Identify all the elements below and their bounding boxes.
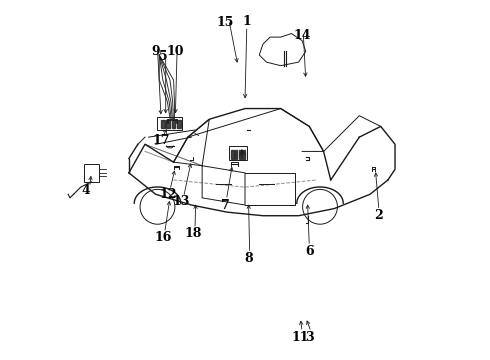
Bar	[177, 120, 181, 128]
Text: 14: 14	[294, 29, 311, 42]
Text: 5: 5	[159, 50, 167, 63]
Bar	[167, 120, 170, 128]
Text: 10: 10	[167, 45, 184, 58]
Bar	[172, 120, 175, 128]
Bar	[84, 164, 98, 182]
Text: 7: 7	[221, 198, 230, 212]
Text: 2: 2	[374, 209, 383, 222]
Text: 13: 13	[172, 195, 190, 208]
Text: 4: 4	[82, 184, 91, 197]
Bar	[231, 150, 234, 158]
Text: 15: 15	[217, 16, 234, 29]
Bar	[229, 146, 247, 160]
Text: 12: 12	[159, 188, 177, 201]
Bar	[157, 117, 182, 130]
Text: 16: 16	[154, 231, 171, 244]
Bar	[242, 150, 245, 158]
Text: 6: 6	[305, 245, 314, 258]
Text: 1: 1	[243, 14, 251, 27]
Text: 3: 3	[305, 331, 314, 344]
Text: 18: 18	[185, 227, 202, 240]
Text: 11: 11	[292, 331, 309, 344]
Bar	[161, 120, 165, 128]
Bar	[235, 150, 238, 158]
Text: 8: 8	[244, 252, 253, 265]
Text: 17: 17	[152, 134, 170, 147]
Bar	[239, 150, 241, 158]
Text: 9: 9	[151, 45, 160, 58]
